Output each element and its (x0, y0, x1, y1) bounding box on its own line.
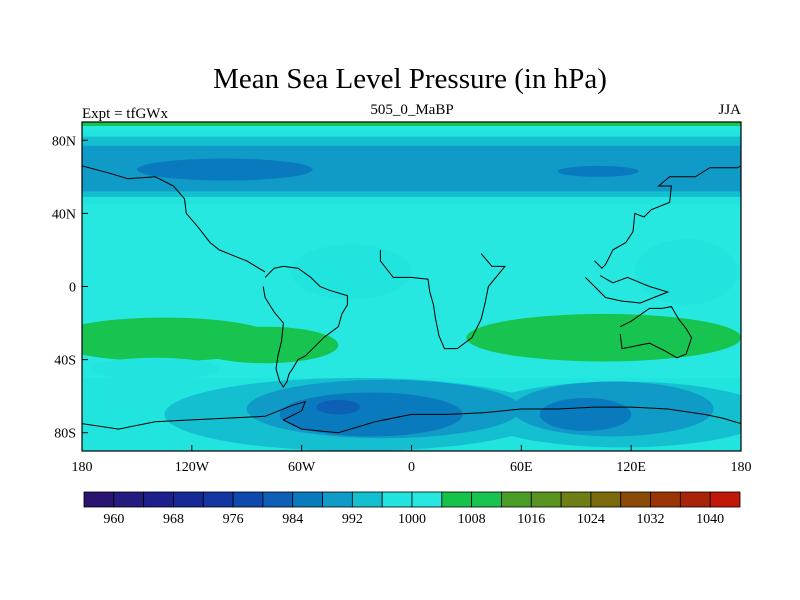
x-tick-label: 60W (288, 460, 316, 475)
colorbar-label: 1040 (696, 512, 724, 527)
x-tick-label: 0 (408, 460, 415, 475)
colorbar-swatch (322, 491, 353, 508)
contour-region-9 (466, 313, 741, 362)
contour-region-3 (136, 158, 313, 181)
colorbar-label: 1008 (458, 512, 486, 527)
colorbar-swatch (471, 491, 502, 508)
colorbar-label: 960 (103, 512, 124, 527)
contour-region-8 (191, 326, 339, 364)
colorbar-swatch (530, 491, 562, 508)
contour-region-5 (290, 244, 412, 300)
contour-region-18 (91, 357, 220, 380)
y-tick-label: 40N (52, 207, 76, 222)
coastlines (82, 165, 741, 434)
colorbar: 960 968 976 984 992 1000 1008 1016 1024 1032 1040 (83, 491, 741, 527)
colorbar-swatch (173, 491, 204, 508)
x-tick-label: 180 (731, 460, 752, 475)
x-tick-label: 120W (175, 460, 210, 475)
colorbar-swatch (113, 491, 145, 508)
x-axis: 180 120W 60W 0 60E 120E 180 (72, 445, 752, 475)
colorbar-swatch (441, 491, 473, 508)
colorbar-label: 1024 (577, 512, 605, 527)
polar-edge-north (82, 122, 741, 126)
contour-region-19 (82, 410, 123, 441)
colorbar-swatch (351, 491, 383, 508)
colorbar-swatch (501, 491, 532, 508)
contour-region-16 (539, 397, 632, 431)
colorbar-swatch (262, 491, 294, 508)
y-tick-label: 0 (69, 281, 76, 296)
colorbar-swatch (202, 491, 234, 508)
pressure-contour-fills (82, 122, 741, 451)
colorbar-label: 992 (342, 512, 363, 527)
coastline-north-america-west (82, 165, 266, 273)
colorbar-label: 976 (223, 512, 244, 527)
y-tick-label: 40S (54, 354, 76, 369)
colorbar-swatch (590, 491, 622, 508)
colorbar-label: 984 (282, 512, 303, 527)
colorbar-swatch (679, 491, 711, 508)
colorbar-swatch (143, 491, 174, 508)
colorbar-swatch (232, 491, 264, 508)
chart-title: Mean Sea Level Pressure (in hPa) (213, 63, 607, 95)
colorbar-swatch (83, 491, 115, 508)
colorbar-label: 1016 (517, 512, 545, 527)
y-tick-label: 80S (54, 427, 76, 442)
x-tick-label: 180 (72, 460, 93, 475)
x-tick-label: 120E (616, 460, 646, 475)
coastline-africa (379, 249, 506, 350)
colorbar-label: 1032 (637, 512, 665, 527)
coastline-indonesia (585, 275, 670, 304)
coastline-se-asia (594, 165, 741, 269)
contour-region-6 (634, 238, 738, 305)
colorbar-swatch (560, 491, 592, 508)
coastline-australia (619, 306, 693, 359)
left-label: Expt = tfGWx (82, 106, 168, 122)
colorbar-swatch (709, 491, 741, 508)
colorbar-swatch (381, 491, 413, 508)
contour-region-4 (557, 165, 639, 177)
colorbar-swatch (292, 491, 323, 508)
colorbar-swatch (650, 491, 681, 508)
colorbar-label: 968 (163, 512, 184, 527)
y-axis: 80N 40N 0 40S 80S (52, 134, 88, 442)
coastline-antarctica (82, 400, 741, 434)
contour-region-17 (316, 399, 361, 415)
colorbar-swatch (620, 491, 651, 508)
center-label: 505_0_MaBP (370, 102, 453, 118)
x-tick-label: 60E (510, 460, 533, 475)
right-label: JJA (718, 102, 741, 118)
colorbar-swatch (411, 491, 443, 508)
colorbar-label: 1000 (398, 512, 426, 527)
coastline-south-america (262, 265, 348, 388)
y-tick-label: 80N (52, 134, 76, 149)
